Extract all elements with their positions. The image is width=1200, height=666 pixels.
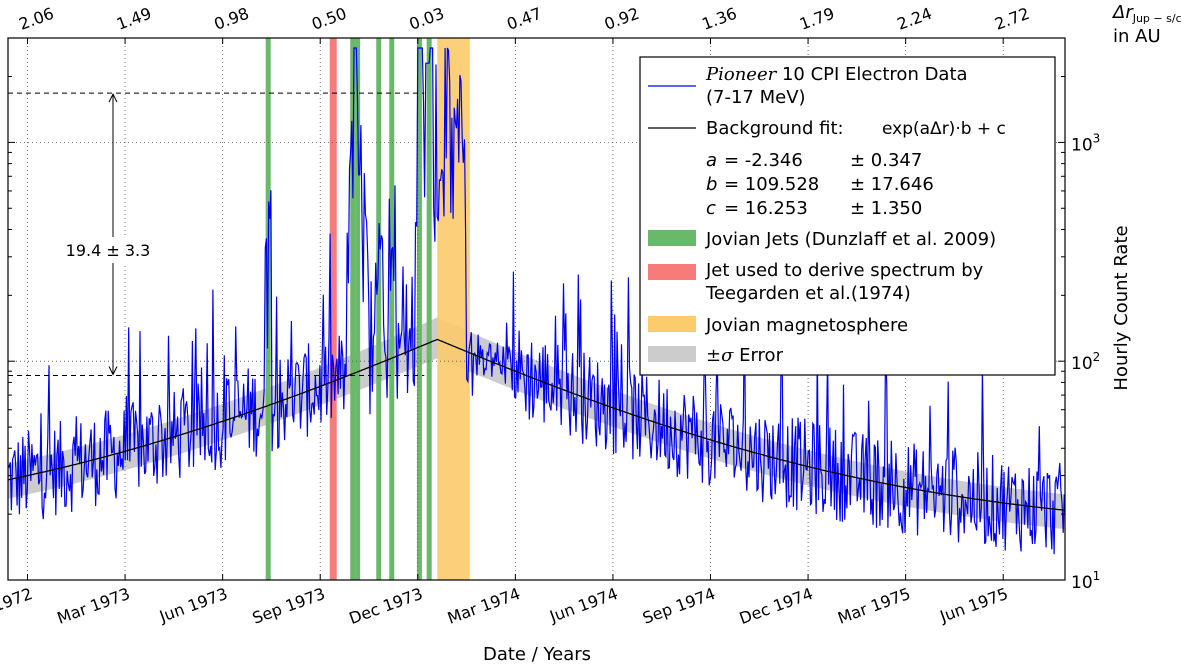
y-tick-label-1: 102 <box>1071 350 1100 374</box>
legend-data-label-line2: (7-17 MeV) <box>706 87 806 108</box>
annotation-label: 19.4 ± 3.3 <box>66 241 151 260</box>
x-tick-label-4: Dec 1973 <box>347 584 426 628</box>
legend-magnetosphere-swatch <box>648 316 696 332</box>
jet-spectrum-band <box>329 38 337 580</box>
legend-param-c-name: c <box>706 198 716 219</box>
y-tick-label-2: 103 <box>1071 131 1100 155</box>
y-axis-title: Hourly Count Rate <box>1111 225 1132 390</box>
top-tick-label-10: 2.72 <box>992 4 1032 34</box>
jet-band-2 <box>355 38 361 580</box>
jet-band-5 <box>416 38 422 580</box>
legend-jet-spectrum-label: Jet used to derive spectrum by <box>705 260 984 281</box>
x-tick-label-7: Sep 1974 <box>640 584 718 628</box>
x-tick-label-8: Dec 1974 <box>737 584 816 628</box>
legend-param-a-value: = -2.346 <box>724 150 803 171</box>
legend-error-swatch <box>648 346 696 362</box>
legend-data-label: Pioneer 10 CPI Electron Data <box>705 64 968 85</box>
legend-param-c-error: ± 1.350 <box>850 198 922 219</box>
legend-param-a-name: a <box>706 150 717 171</box>
x-axis-title: Date / Years <box>483 644 591 665</box>
legend-jets-swatch <box>648 230 696 246</box>
legend-jet-spectrum-swatch <box>648 264 696 280</box>
legend-fit-label: Background fit: <box>706 118 844 139</box>
annotation-label-bg <box>55 237 165 263</box>
jet-band-4 <box>389 38 395 580</box>
legend-param-b-value: = 109.528 <box>724 174 819 195</box>
y-tick-label-0: 101 <box>1071 569 1100 593</box>
x-tick-label-5: Mar 1974 <box>445 584 523 628</box>
annotation-arrow-down-head <box>108 366 118 376</box>
legend-param-b-name: b <box>706 174 717 195</box>
legend-error-label: ±σ Error <box>706 345 784 366</box>
legend-param-b-error: ± 17.646 <box>850 174 934 195</box>
legend: Pioneer 10 CPI Electron Data(7-17 MeV) Ba… <box>639 56 1056 376</box>
annotation-arrow-up-head <box>108 92 118 103</box>
legend-fit-formula: exp(aΔr)·b + c <box>882 119 1006 139</box>
top-axis-label: ΔrJup − s/c <box>1111 2 1182 25</box>
plot-area: 19.4 ± 3.3 <box>8 38 1065 580</box>
top-tick-label-8: 1.79 <box>797 4 837 34</box>
legend-box <box>639 56 1056 376</box>
top-tick-label-0: 2.06 <box>16 4 56 34</box>
jet-band-1 <box>350 38 356 580</box>
legend-jets-label: Jovian Jets (Dunzlaff et al. 2009) <box>705 229 996 250</box>
x-tick-label-10: Jun 1975 <box>937 584 1011 626</box>
x-tick-label-3: Sep 1973 <box>250 584 328 628</box>
top-tick-label-5: 0.47 <box>504 4 544 34</box>
x-tick-label-9: Mar 1975 <box>835 584 913 628</box>
legend-param-a-error: ± 0.347 <box>850 150 922 171</box>
top-axis-label-line2: in AU <box>1113 26 1161 47</box>
top-tick-label-4: 0.03 <box>407 4 447 34</box>
legend-param-c-value: = 16.253 <box>724 198 808 219</box>
jet-band-3 <box>376 38 382 580</box>
plot-frame <box>7 37 1066 581</box>
jet-band-6 <box>426 38 432 580</box>
legend-magnetosphere-label: Jovian magnetosphere <box>705 315 908 336</box>
data-series-line <box>8 47 1065 555</box>
top-tick-label-1: 1.49 <box>114 4 154 34</box>
top-tick-label-9: 2.24 <box>895 4 935 34</box>
top-tick-label-6: 0.92 <box>602 4 642 34</box>
background-fit-line <box>8 338 1065 511</box>
legend-jet-spectrum-label-2: Teegarden et al.(1974) <box>705 283 911 304</box>
x-tick-label-0: Dec 1972 <box>0 584 35 628</box>
x-tick-label-1: Mar 1973 <box>55 584 133 628</box>
x-tick-label-6: Jun 1974 <box>546 584 620 626</box>
top-tick-label-2: 0.98 <box>212 4 252 34</box>
top-tick-label-3: 0.50 <box>309 4 349 34</box>
top-tick-label-7: 1.36 <box>699 4 739 34</box>
x-tick-label-2: Jun 1973 <box>156 584 230 626</box>
